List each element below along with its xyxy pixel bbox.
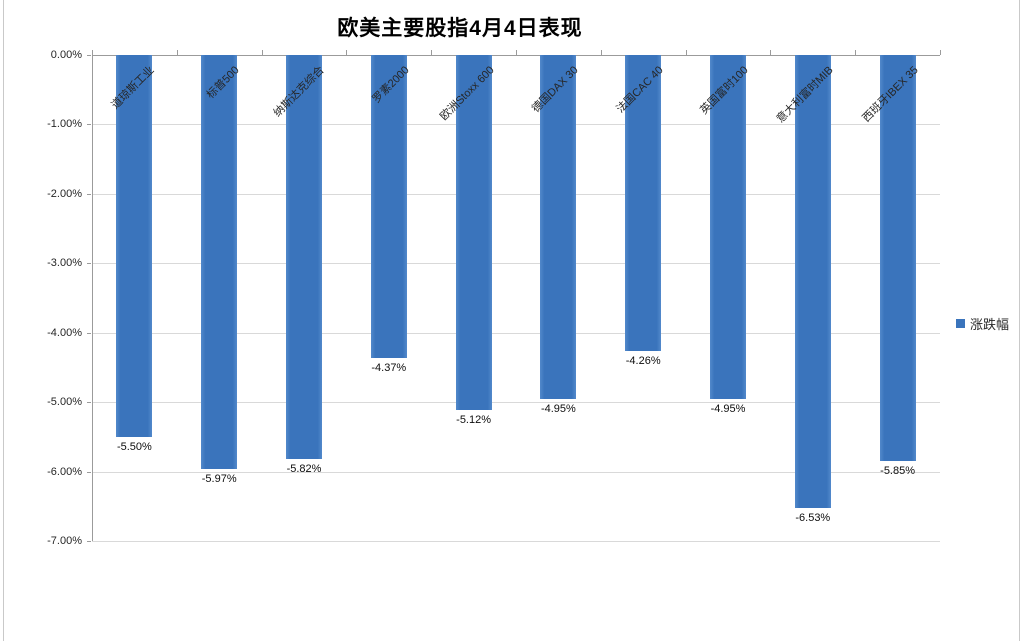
bar-6 <box>625 55 662 351</box>
legend: 涨跌幅 <box>956 314 1009 333</box>
bar-value-label: -5.85% <box>880 465 916 478</box>
y-axis-tick-label: -5.00% <box>47 396 82 409</box>
y-axis-tick-mark <box>87 471 91 473</box>
x-axis-tick-mark <box>770 50 772 55</box>
bar-value-label: -5.50% <box>116 440 152 453</box>
bar-3 <box>370 55 407 359</box>
bar-7 <box>710 55 746 399</box>
bar-0 <box>116 55 153 437</box>
y-axis-tick-mark <box>87 332 91 334</box>
x-axis-tick-mark <box>600 50 602 55</box>
bar-4 <box>455 55 492 411</box>
x-axis-tick-mark <box>855 50 857 55</box>
y-axis-tick-mark <box>87 263 91 265</box>
bar-value-label: -4.95% <box>540 402 576 415</box>
x-axis-tick-mark <box>92 50 93 55</box>
bar-2 <box>286 55 322 460</box>
bar-value-label: -4.37% <box>371 362 407 375</box>
y-axis-tick-mark <box>87 402 91 404</box>
x-axis-tick-mark <box>261 50 263 55</box>
y-axis-tick-label: -7.00% <box>47 535 82 547</box>
bar-value-label: -5.12% <box>456 414 492 427</box>
bar-value-label: -4.95% <box>710 402 746 415</box>
y-axis-tick-label: -3.00% <box>47 257 82 270</box>
x-axis-zero-line <box>92 55 940 56</box>
y-axis-line <box>92 50 93 541</box>
bar-1 <box>201 55 238 470</box>
chart-border-right <box>1019 0 1020 641</box>
x-axis-tick-mark <box>431 50 433 55</box>
bar-value-label: -6.53% <box>795 512 831 525</box>
bar-value-label: -5.82% <box>286 463 322 476</box>
gridline <box>92 402 940 404</box>
x-axis-tick-mark <box>685 50 687 55</box>
x-axis-tick-mark <box>940 50 941 55</box>
chart-title: 欧美主要股指4月4日表现 <box>337 17 583 40</box>
x-axis-tick-mark <box>516 50 517 55</box>
x-axis-tick-mark <box>176 50 178 55</box>
legend-series-label: 涨跌幅 <box>970 317 1010 332</box>
y-axis-tick-label: -6.00% <box>47 465 82 478</box>
x-axis-tick-mark <box>346 50 348 55</box>
y-axis-tick-label: 0.00% <box>50 49 82 61</box>
y-axis-tick-label: -1.00% <box>47 118 82 131</box>
bar-5 <box>540 55 577 399</box>
bar-value-label: -4.26% <box>625 354 661 367</box>
bar-value-label: -5.97% <box>201 473 237 486</box>
y-axis-tick-mark <box>87 55 91 56</box>
bar-9 <box>879 55 916 462</box>
y-axis-tick-mark <box>87 193 91 195</box>
legend-marker-square <box>956 319 965 328</box>
y-axis-tick-label: -2.00% <box>47 187 82 200</box>
y-axis-tick-mark <box>87 541 91 542</box>
bar-8 <box>794 55 831 509</box>
gridline <box>92 332 940 334</box>
chart-border-left <box>3 0 4 641</box>
gridline <box>92 471 940 473</box>
gridline <box>92 124 940 126</box>
y-axis-tick-mark <box>87 124 91 126</box>
gridline <box>92 193 940 195</box>
gridline <box>92 541 940 542</box>
y-axis-tick-label: -4.00% <box>47 326 82 339</box>
gridline <box>92 263 940 265</box>
